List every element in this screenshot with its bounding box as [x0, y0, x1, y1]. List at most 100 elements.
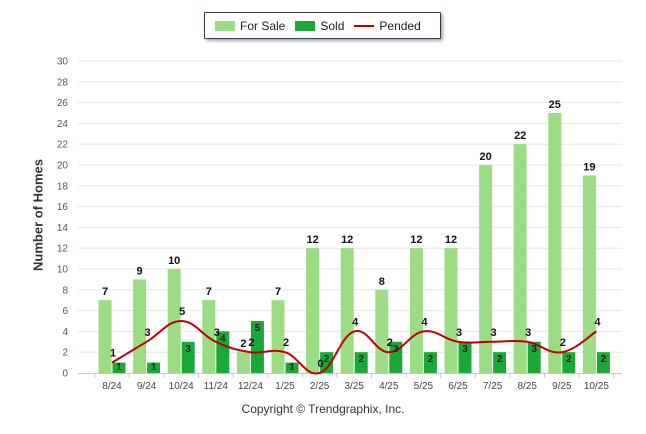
y-tick-label-12: 12 — [57, 244, 69, 255]
bar-for-sale-6 — [306, 248, 320, 373]
bar-for-sale-5 — [271, 300, 285, 373]
label-for-sale-11: 20 — [479, 151, 491, 163]
label-pended-8: 2 — [387, 337, 393, 349]
y-tick-label-18: 18 — [57, 181, 69, 192]
y-tick-label-0: 0 — [62, 369, 68, 380]
label-sold-2: 3 — [185, 344, 191, 355]
label-for-sale-12: 22 — [514, 130, 526, 142]
y-tick-label-6: 6 — [62, 306, 68, 317]
legend-item-sold[interactable]: Sold — [295, 19, 344, 33]
bar-for-sale-1 — [133, 279, 147, 373]
bar-sold-6 — [320, 352, 334, 373]
legend-item-pended[interactable]: Pended — [354, 18, 421, 33]
x-tick-label-8-24: 8/24 — [102, 381, 122, 392]
x-tick-label-10-25: 10/25 — [584, 381, 609, 392]
x-tick-label-9-24: 9/24 — [137, 381, 157, 392]
label-pended-9: 4 — [421, 316, 428, 328]
bar-for-sale-2 — [167, 269, 181, 373]
x-tick-label-1-25: 1/25 — [275, 381, 295, 392]
label-pended-7: 4 — [352, 316, 359, 328]
label-sold-9: 2 — [428, 354, 434, 365]
label-pended-14: 4 — [594, 316, 601, 328]
bar-for-sale-7 — [340, 248, 354, 373]
x-tick-label-10-24: 10/24 — [169, 381, 194, 392]
label-pended-12: 3 — [525, 327, 531, 339]
label-sold-12: 3 — [531, 344, 537, 355]
label-for-sale-8: 8 — [379, 276, 385, 288]
label-sold-3: 4 — [220, 333, 226, 344]
bar-for-sale-11 — [479, 165, 493, 373]
legend-item-for-sale[interactable]: For Sale — [215, 19, 285, 33]
label-pended-1: 3 — [145, 327, 151, 339]
legend-swatch-for-sale — [215, 20, 235, 31]
bar-for-sale-10 — [444, 248, 458, 373]
bar-sold-10 — [458, 341, 472, 373]
y-tick-label-22: 22 — [57, 140, 69, 151]
x-tick-label-6-25: 6/25 — [448, 381, 468, 392]
legend-label-for-sale: For Sale — [240, 18, 286, 33]
bar-for-sale-13 — [548, 113, 562, 373]
label-for-sale-7: 12 — [341, 234, 353, 246]
y-tick-label-8: 8 — [62, 285, 68, 296]
label-pended-2: 5 — [179, 306, 185, 318]
y-axis-label: Number of Homes — [30, 159, 46, 271]
bar-sold-12 — [527, 341, 541, 373]
x-tick-label-7-25: 7/25 — [483, 381, 503, 392]
x-tick-label-3-25: 3/25 — [344, 381, 364, 392]
label-for-sale-0: 7 — [102, 286, 108, 298]
bar-sold-13 — [562, 352, 576, 373]
x-tick-label-2-25: 2/25 — [310, 381, 330, 392]
bar-sold-3 — [216, 331, 230, 373]
label-pended-4: 2 — [248, 337, 254, 349]
label-pended-5: 2 — [283, 337, 289, 349]
y-tick-label-20: 20 — [57, 161, 69, 172]
x-tick-label-5-25: 5/25 — [414, 381, 434, 392]
bar-sold-0 — [112, 362, 126, 373]
bar-for-sale-4 — [236, 352, 250, 373]
bar-for-sale-9 — [409, 248, 423, 373]
y-tick-label-26: 26 — [57, 98, 69, 109]
label-for-sale-2: 10 — [168, 255, 180, 267]
label-for-sale-9: 12 — [410, 234, 422, 246]
label-sold-13: 2 — [566, 354, 572, 365]
label-sold-14: 2 — [601, 354, 607, 365]
y-tick-label-4: 4 — [62, 327, 68, 338]
label-pended-10: 3 — [456, 327, 462, 339]
label-pended-0: 1 — [110, 348, 116, 360]
x-tick-label-4-25: 4/25 — [379, 381, 399, 392]
label-pended-3: 3 — [214, 327, 220, 339]
legend-swatch-pended — [354, 24, 375, 27]
label-for-sale-1: 9 — [137, 265, 143, 277]
bar-sold-2 — [181, 341, 195, 373]
bar-for-sale-0 — [98, 300, 112, 373]
legend-label-sold: Sold — [320, 18, 345, 33]
label-sold-11: 2 — [497, 354, 503, 365]
bar-sold-7 — [354, 352, 368, 373]
label-pended-11: 3 — [491, 327, 497, 339]
label-sold-7: 2 — [358, 354, 364, 365]
bar-sold-4 — [250, 321, 264, 373]
y-tick-label-10: 10 — [57, 265, 69, 276]
x-tick-label-11-24: 11/24 — [204, 381, 229, 392]
legend-label-pended: Pended — [379, 18, 421, 33]
label-for-sale-5: 7 — [275, 286, 281, 298]
label-sold-6: 2 — [324, 354, 330, 365]
bar-for-sale-8 — [375, 289, 389, 373]
label-sold-8: 3 — [393, 344, 399, 355]
chart-legend: For Sale Sold Pended — [204, 12, 441, 39]
legend-swatch-sold — [295, 20, 316, 31]
bar-sold-9 — [423, 352, 437, 373]
label-pended-13: 2 — [560, 337, 566, 349]
bar-for-sale-12 — [513, 144, 527, 373]
y-tick-label-14: 14 — [57, 223, 69, 234]
x-tick-label-9-25: 9/25 — [552, 381, 572, 392]
label-for-sale-14: 19 — [583, 161, 595, 173]
label-for-sale-13: 25 — [549, 99, 561, 111]
bar-sold-14 — [596, 352, 610, 373]
x-tick-label-8-25: 8/25 — [517, 381, 537, 392]
y-tick-label-16: 16 — [57, 202, 69, 213]
copyright-text: Copyright © Trendgraphix, Inc. — [241, 402, 405, 416]
label-for-sale-4: 2 — [240, 338, 246, 350]
x-tick-label-12-24: 12/24 — [238, 381, 263, 392]
